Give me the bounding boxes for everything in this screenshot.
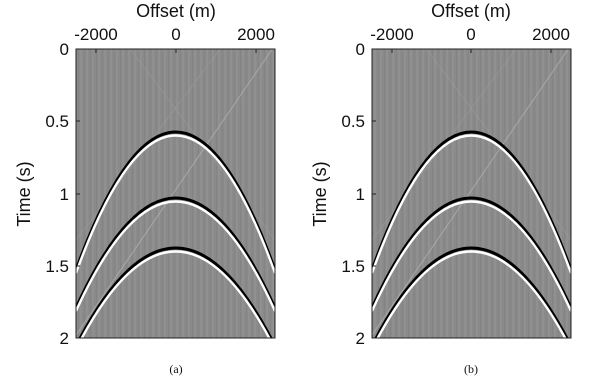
panel-a-x-label: Offset (m) <box>136 1 216 21</box>
panel-b-events <box>372 49 571 338</box>
panel-b-x-tick-2: 0 <box>466 25 475 44</box>
panel-b-caption: (b) <box>464 362 478 376</box>
event-1 <box>372 130 571 271</box>
event-3 <box>78 246 273 338</box>
panel-b-y-tick-5: 2 <box>356 329 365 348</box>
panel-b-x-tick-1: -2000 <box>370 25 413 44</box>
panel-a-y-tick-2: 0.5 <box>45 112 69 131</box>
panel-a-x-tick-2: 0 <box>171 25 180 44</box>
panel-b-x-label: Offset (m) <box>431 1 511 21</box>
panel-a-events <box>76 49 275 338</box>
panel-a-caption: (a) <box>169 362 182 376</box>
panel-a-x-tick-3: 2000 <box>237 25 275 44</box>
panel-a-x-tick-1: -2000 <box>74 25 117 44</box>
panel-a-y-tick-3: 1 <box>60 185 69 204</box>
panel-a-y-tick-1: 0 <box>60 40 69 59</box>
panel-a-y-tick-4: 1.5 <box>45 257 69 276</box>
panel-b-y-label: Time (s) <box>310 161 330 226</box>
panel-b-y-tick-2: 0.5 <box>341 112 365 131</box>
panel-a: Offset (m) -2000 0 2000 0 0.5 1 1.5 2 Ti… <box>14 1 276 376</box>
event-1 <box>76 130 275 271</box>
panel-b-y-tick-4: 1.5 <box>341 257 365 276</box>
panel-a-y-label: Time (s) <box>14 161 34 226</box>
panel-a-y-tick-5: 2 <box>60 329 69 348</box>
event-3 <box>374 246 569 338</box>
panel-b-y-tick-3: 1 <box>356 185 365 204</box>
panel-b-y-tick-1: 0 <box>356 40 365 59</box>
event-2 <box>372 196 571 309</box>
panel-b-x-tick-3: 2000 <box>532 25 570 44</box>
event-2 <box>76 196 275 309</box>
panel-b: Offset (m) -2000 0 2000 0 0.5 1 1.5 2 Ti… <box>310 1 572 376</box>
